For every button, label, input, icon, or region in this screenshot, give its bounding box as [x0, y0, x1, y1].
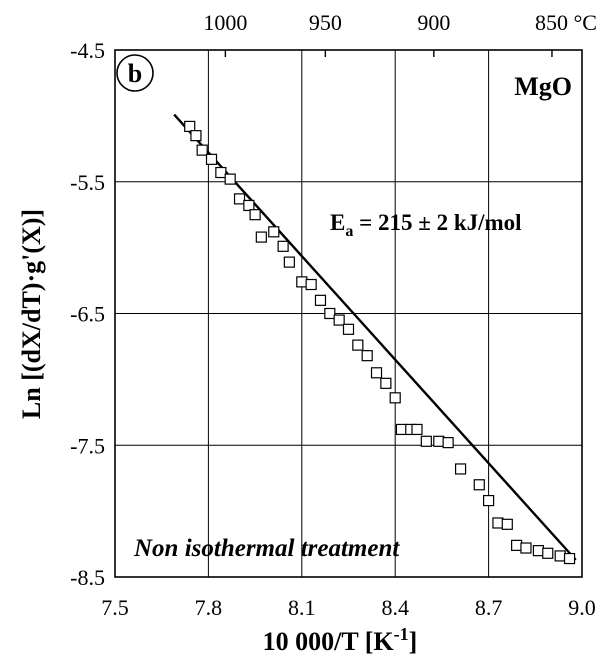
fit-line-group: [173, 113, 577, 561]
data-point: [243, 199, 255, 212]
data-point: [196, 144, 208, 156]
data-point: [277, 240, 289, 252]
data-point: [411, 423, 423, 436]
data-point: [483, 494, 495, 507]
data-point: [255, 231, 267, 243]
data-point: [333, 314, 345, 326]
y-axis-tick-labels: -4.5 -5.5 -6.5 -7.5 -8.5: [70, 38, 105, 590]
data-point: [389, 392, 401, 404]
data-point: [283, 256, 295, 268]
plot-frame: [114, 49, 583, 578]
x-tick-label: 8.1: [288, 595, 316, 620]
data-point: [342, 323, 355, 335]
grid-lines: [115, 50, 582, 577]
annotation-symbol: E: [330, 210, 345, 235]
data-point: [205, 153, 218, 165]
data-points: [184, 120, 576, 565]
y-tick-label: -6.5: [70, 302, 105, 327]
panel-label: b: [128, 59, 142, 88]
x-axis-title: 10 000/T [K-1]: [263, 624, 418, 656]
data-point: [492, 517, 504, 529]
top-tick-label: 950: [309, 10, 342, 35]
x-tick-label: 8.7: [475, 595, 503, 620]
data-point: [454, 463, 467, 475]
data-point: [542, 547, 554, 559]
x-tick-label: 9.0: [568, 595, 596, 620]
x-axis-title-main: 10 000/T [K: [263, 627, 395, 656]
data-point: [395, 423, 408, 436]
data-point: [352, 339, 364, 351]
top-tick-label: 900: [417, 10, 450, 35]
annotation-value: = 215 ± 2 kJ/mol: [353, 210, 521, 235]
x-tick-label: 8.4: [381, 595, 409, 620]
activation-energy-annotation: Ea = 215 ± 2 kJ/mol: [330, 210, 522, 240]
data-point: [520, 542, 532, 554]
annotation-subscript: a: [345, 223, 353, 240]
y-tick-label: -5.5: [70, 170, 105, 195]
material-label: MgO: [514, 72, 572, 101]
y-tick-label: -4.5: [70, 38, 105, 63]
x-tick-label: 7.8: [195, 595, 223, 620]
data-point: [370, 367, 383, 379]
x-axis-title-superscript: -1: [394, 624, 409, 644]
data-point: [305, 278, 317, 291]
data-point: [268, 226, 280, 238]
y-tick-label: -7.5: [70, 433, 105, 458]
data-point: [361, 350, 373, 362]
data-point: [473, 479, 485, 491]
data-point: [532, 545, 545, 557]
y-tick-label: -8.5: [70, 565, 105, 590]
data-point: [501, 518, 513, 530]
data-point: [190, 130, 202, 142]
data-point: [249, 209, 261, 221]
data-point: [224, 173, 236, 185]
data-point: [215, 166, 227, 179]
data-point: [314, 294, 327, 306]
x-axis-title-suffix: ]: [409, 627, 418, 656]
x-axis-tick-labels: 7.5 7.8 8.1 8.4 8.7 9.0: [101, 595, 596, 620]
data-point: [442, 437, 454, 449]
data-point: [554, 550, 566, 562]
panel-label-circle: [116, 54, 154, 92]
top-tick-label: 850 °C: [535, 10, 597, 35]
fit-line: [173, 113, 577, 561]
top-tick-label: 1000: [203, 10, 247, 35]
data-point: [324, 307, 336, 320]
data-point: [563, 552, 576, 565]
data-point: [233, 193, 246, 205]
data-point: [296, 276, 308, 288]
data-point: [184, 120, 196, 133]
top-axis-tick-labels: 1000 950 900 850 °C: [203, 10, 597, 35]
data-point: [380, 377, 392, 389]
data-point: [433, 435, 445, 447]
treatment-label: Non isothermal treatment: [133, 535, 400, 562]
y-axis-title: Ln [(dX/dT)·g'(X)]: [17, 209, 46, 419]
data-point: [511, 539, 523, 551]
data-point: [420, 435, 432, 447]
x-tick-label: 7.5: [101, 595, 129, 620]
